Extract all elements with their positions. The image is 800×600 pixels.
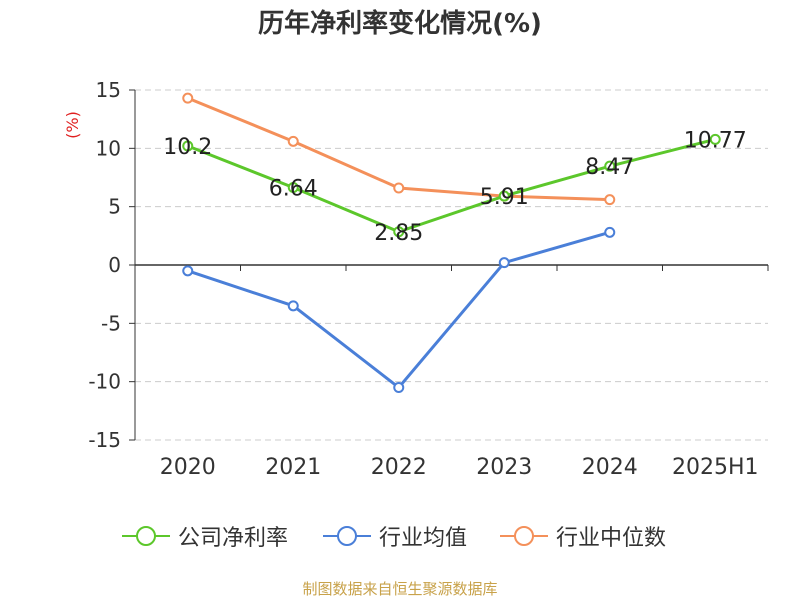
data-point[interactable] [393,226,405,238]
y-tick-label: -15 [88,428,121,452]
data-label: 6.64 [269,177,318,202]
data-point[interactable] [393,382,405,393]
legend-item-company[interactable]: 公司净利率 [122,521,288,551]
legend-item-industry-mean[interactable]: 行业均值 [323,521,467,551]
y-tick-label: -10 [88,370,121,394]
legend-marker-icon [323,526,371,546]
legend-marker-icon [500,526,548,546]
x-tick-label: 2023 [476,455,532,480]
x-tick-label: 2021 [265,455,321,480]
legend-marker-icon [122,526,170,546]
data-label: 10.2 [163,135,212,160]
x-tick-label: 2022 [371,455,427,480]
data-point[interactable] [604,226,616,238]
x-tick-label: 2025H1 [672,455,759,480]
data-label: 10.77 [684,128,747,153]
data-point[interactable] [604,194,616,206]
data-label: 5.91 [480,185,529,210]
x-tick-label: 2020 [160,455,216,480]
series-line [187,230,611,389]
y-tick-label: 15 [96,78,121,102]
data-point[interactable] [393,182,405,194]
y-tick-label: 5 [108,195,121,219]
data-label: 2.85 [374,221,423,246]
data-point[interactable] [604,160,616,172]
series-line [187,137,716,234]
data-point[interactable] [287,300,299,312]
data-point[interactable] [182,92,194,104]
data-point[interactable] [709,133,721,145]
legend-label: 行业均值 [379,526,468,551]
legend-item-industry-median[interactable]: 行业中位数 [500,521,666,551]
chart-title: 历年净利率变化情况(%) [258,9,542,39]
data-point[interactable] [498,190,510,202]
y-tick-label: 0 [108,253,121,277]
data-point[interactable] [287,135,299,147]
y-axis-label: (%) [63,111,82,139]
data-point[interactable] [182,140,194,152]
data-point[interactable] [182,265,194,277]
x-tick-label: 2024 [582,455,638,480]
legend-label: 公司净利率 [178,526,289,551]
data-point[interactable] [498,257,510,269]
data-label: 8.47 [585,155,634,180]
data-point[interactable] [287,182,299,194]
legend-label: 行业中位数 [556,526,667,551]
y-tick-label: 10 [96,136,121,160]
y-tick-label: -5 [101,311,121,335]
source-note: 制图数据来自恒生聚源数据库 [302,580,498,598]
